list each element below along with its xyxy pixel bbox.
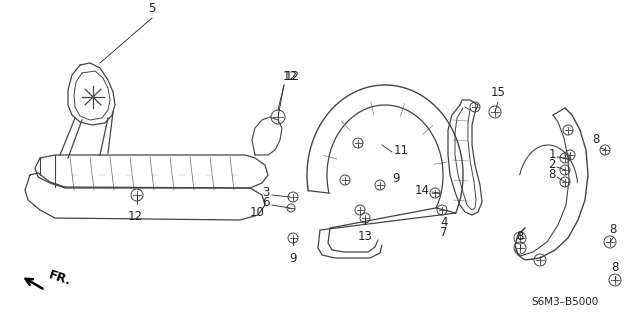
Text: 11: 11 [394,144,409,157]
Text: S6M3–B5000: S6M3–B5000 [531,297,598,307]
Text: 8: 8 [593,133,600,146]
Text: 8: 8 [548,168,556,182]
Text: 4: 4 [440,216,447,228]
Text: 14: 14 [415,183,430,197]
Text: 12: 12 [127,210,143,223]
Text: 9: 9 [289,252,297,265]
Text: 6: 6 [262,197,270,210]
Text: 10: 10 [250,206,265,219]
Text: 3: 3 [262,187,270,199]
Text: 2: 2 [548,159,556,172]
Text: 13: 13 [358,230,372,243]
Text: 7: 7 [440,226,447,239]
Text: 12: 12 [283,70,298,83]
Text: 15: 15 [491,86,506,99]
Text: 5: 5 [148,2,156,15]
Text: 8: 8 [516,230,524,243]
Text: 8: 8 [609,223,617,236]
Text: FR.: FR. [47,269,73,288]
Text: 9: 9 [392,172,399,184]
Text: 1: 1 [548,149,556,161]
Text: 12: 12 [285,70,300,83]
Text: 8: 8 [611,261,619,274]
